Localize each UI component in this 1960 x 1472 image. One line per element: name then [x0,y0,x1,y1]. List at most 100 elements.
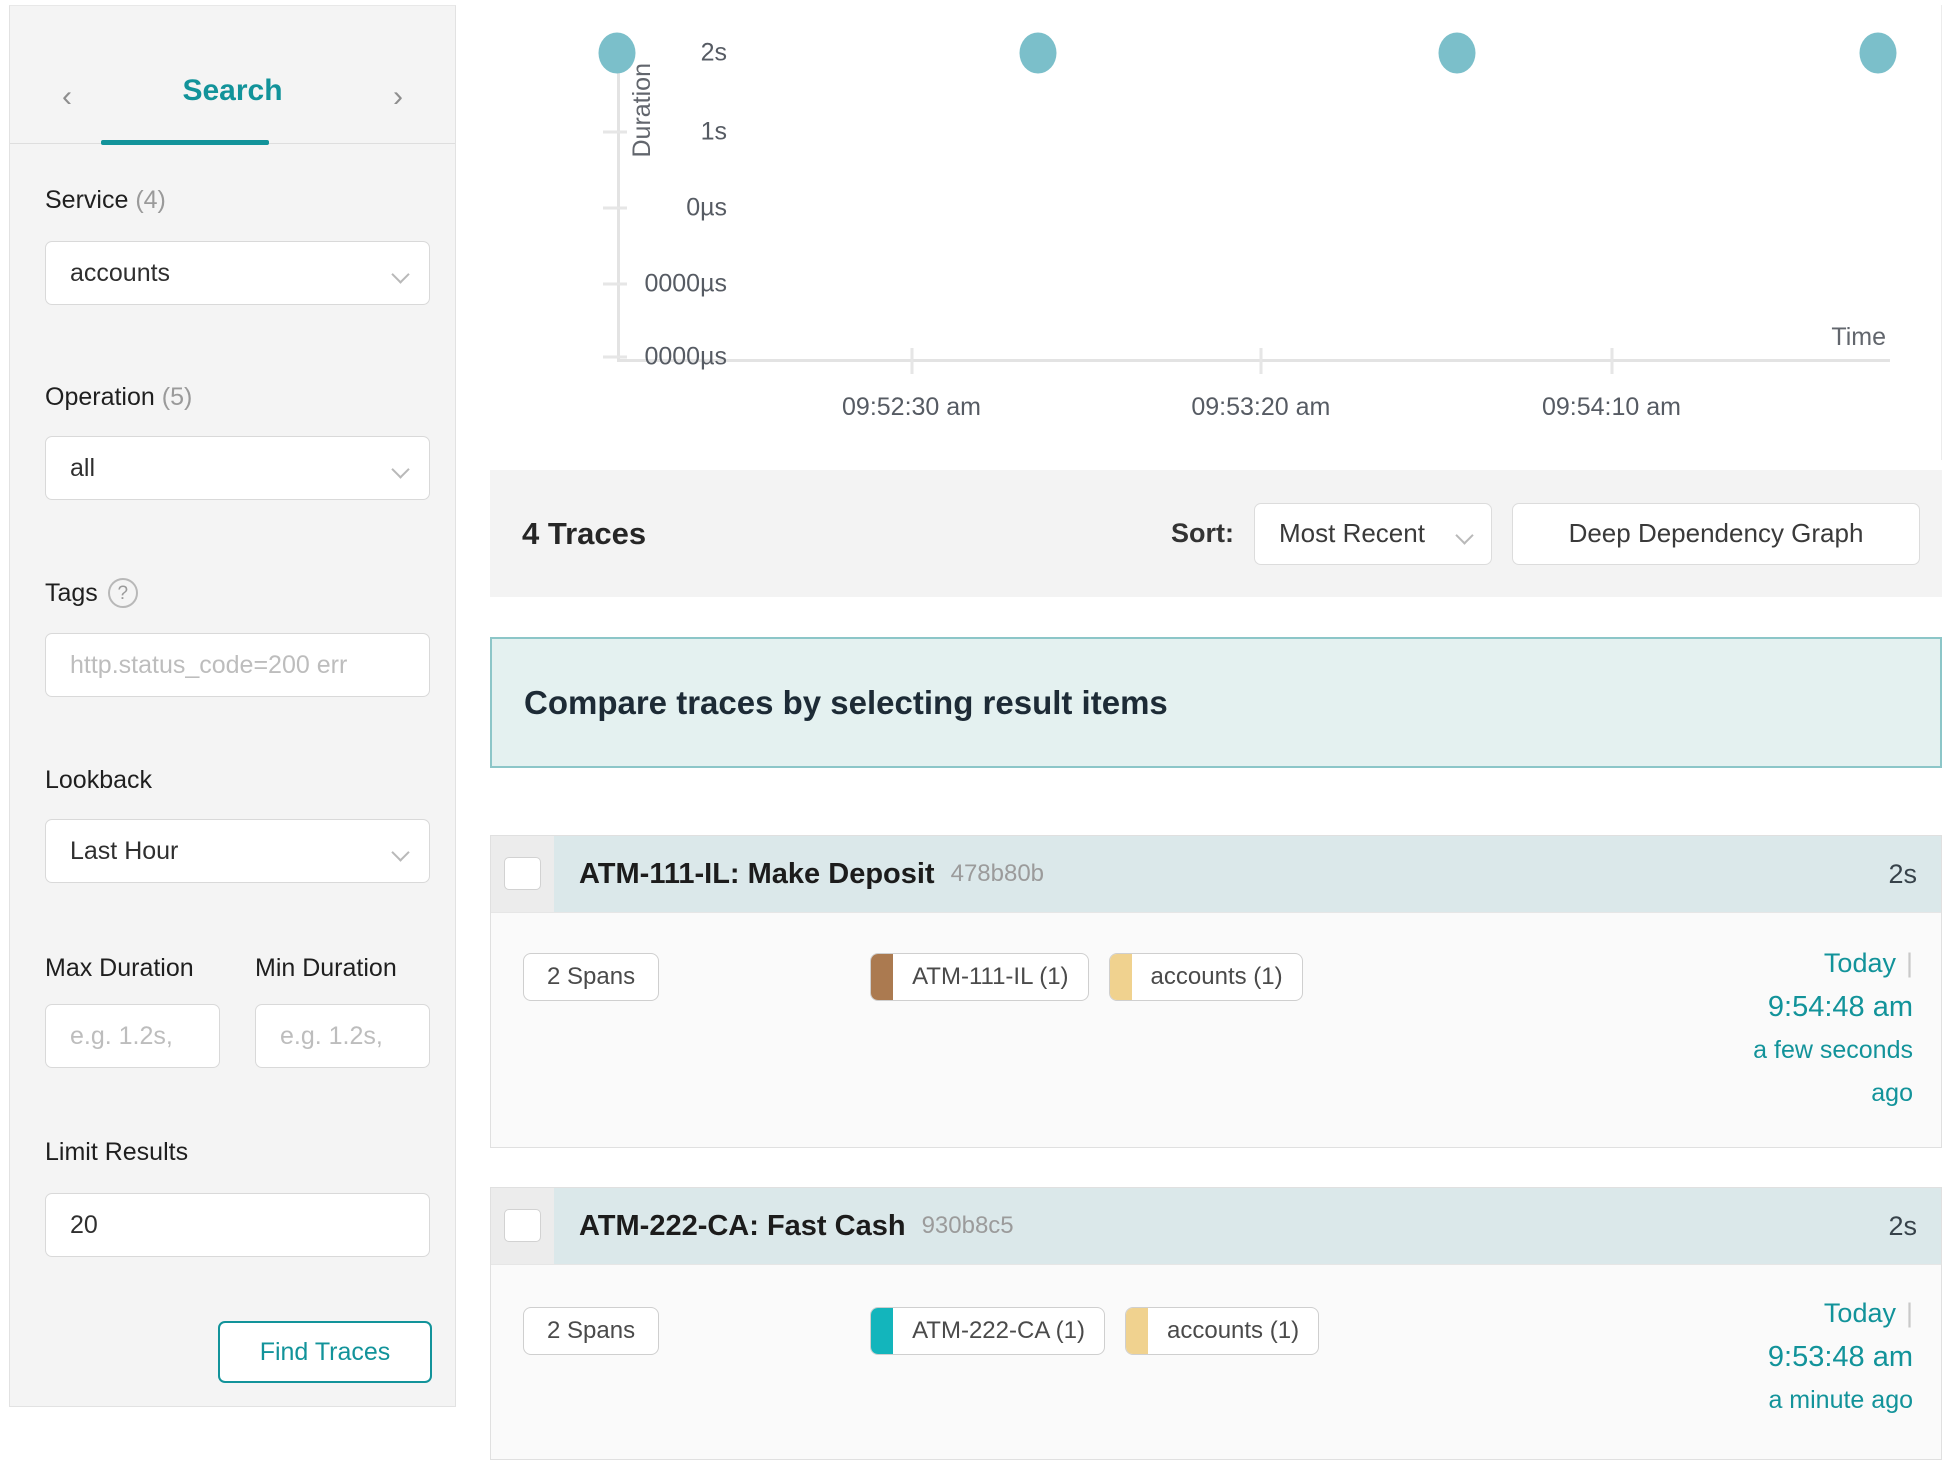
service-tag: ATM-111-IL (1) [870,953,1089,1001]
sort-select[interactable]: Most Recent [1254,502,1492,565]
y-axis-tick [603,282,627,286]
trace-header-main[interactable]: ATM-222-CA: Fast Cash 930b8c5 2s [554,1188,1941,1264]
max-duration-label: Max Duration [45,954,194,982]
x-axis-tick [1610,348,1613,374]
chevron-left-icon[interactable]: ‹ [62,80,72,113]
tags-placeholder: http.status_code=200 err [70,650,348,679]
find-traces-button[interactable]: Find Traces [218,1321,432,1383]
scatter-plot-area: 2s 1s 0µs 0000µs 0000µs 09:52:30 am 09:53:20 a… [598,32,1897,421]
date-time-separator: | [1905,948,1913,978]
trace-duration: 2s [1888,858,1917,889]
service-label: Service (4) [45,186,166,214]
y-axis-tick [603,206,627,210]
trace-scatter-dot[interactable] [598,32,636,74]
lookback-select-value: Last Hour [70,836,179,865]
limit-results-input[interactable]: 20 [45,1193,430,1257]
question-mark-icon[interactable]: ? [107,578,138,608]
min-duration-label: Min Duration [255,954,397,982]
service-tag: ATM-222-CA (1) [870,1307,1105,1355]
trace-relative-time: a minute ago [1768,1386,1913,1414]
trace-body: 2 Spans ATM-222-CA (1) accounts (1) Toda… [491,1264,1941,1460]
y-axis-line [617,35,620,360]
span-count-badge: 2 Spans [523,953,660,1001]
trace-body: 2 Spans ATM-111-IL (1) accounts (1) Toda… [491,912,1941,1148]
tags-label: Tags? [45,578,138,608]
y-axis-tick-label: 2s [700,38,727,67]
search-sidebar: ‹ Search › Service (4) accounts Operatio… [9,5,456,1407]
compare-banner: Compare traces by selecting result items [490,637,1942,768]
service-color-swatch [1109,954,1132,1000]
service-tag: accounts (1) [1125,1307,1320,1355]
trace-result-item[interactable]: ATM-222-CA: Fast Cash 930b8c5 2s 2 Spans… [490,1187,1942,1460]
trace-time: 9:54:48 am [1767,991,1913,1023]
deep-dependency-graph-button[interactable]: Deep Dependency Graph [1512,502,1920,565]
results-bar: 4 Traces Sort: Most Recent Deep Dependen… [490,470,1942,597]
trace-count: 4 Traces [522,515,647,551]
trace-relative-time: a few seconds ago [1753,1036,1913,1107]
x-axis-tick-label: 09:52:30 am [842,393,982,421]
date-time-separator: | [1905,1298,1913,1328]
chevron-down-icon [391,460,410,479]
y-axis-tick-label: 1s [700,117,727,146]
service-color-swatch [871,1308,894,1354]
y-axis-tick-label: 0000µs [644,269,727,298]
service-select-value: accounts [70,258,171,287]
tab-search[interactable]: Search [182,74,283,107]
x-axis-title: Time [1831,323,1886,351]
active-tab-underline [101,140,269,145]
trace-title: ATM-222-CA: Fast Cash [579,1209,906,1242]
service-tag: accounts (1) [1108,953,1303,1001]
trace-id: 930b8c5 [921,1212,1014,1239]
y-axis-title: Duration [628,63,656,158]
x-axis-tick [910,348,914,374]
trace-duration: 2s [1888,1210,1917,1241]
trace-scatter-dot[interactable] [1019,32,1057,74]
y-axis-tick [603,130,627,134]
max-duration-input[interactable]: e.g. 1.2s, [45,1004,220,1068]
checkbox-column [491,836,554,912]
sidebar-tab-header: ‹ Search › [10,6,455,145]
trace-timestamp: Today | 9:54:48 am a few seconds ago [1718,941,1913,1115]
sort-label: Sort: [1171,518,1234,548]
trace-header[interactable]: ATM-111-IL: Make Deposit 478b80b 2s [491,836,1941,912]
trace-timestamp: Today | 9:53:48 am a minute ago [1718,1291,1913,1422]
trace-id: 478b80b [950,860,1045,887]
x-axis-tick-label: 09:53:20 am [1191,393,1331,421]
sort-select-value: Most Recent [1279,518,1425,548]
trace-title: ATM-111-IL: Make Deposit [579,857,935,890]
trace-scatter-dot[interactable] [1438,32,1476,74]
y-axis-tick-label: 0000µs [644,342,727,371]
operation-label: Operation (5) [45,383,193,411]
main-content: 2s 1s 0µs 0000µs 0000µs 09:52:30 am 09:53:20 a… [490,0,1942,1472]
chevron-down-icon [1455,525,1474,545]
limit-results-label: Limit Results [45,1138,189,1166]
lookback-select[interactable]: Last Hour [45,819,430,883]
trace-scatter-dot[interactable] [1859,32,1897,74]
x-axis-line [617,359,1890,362]
trace-header-main[interactable]: ATM-111-IL: Make Deposit 478b80b 2s [554,836,1941,912]
trace-select-checkbox[interactable] [504,857,541,890]
trace-select-checkbox[interactable] [504,1209,541,1242]
chevron-right-icon[interactable]: › [393,80,403,113]
checkbox-column [491,1188,554,1264]
x-axis-tick [1259,348,1263,374]
trace-time: 9:53:48 am [1767,1341,1913,1373]
service-color-swatch [871,954,894,1000]
operation-select[interactable]: all [45,436,430,500]
lookback-label: Lookback [45,766,153,794]
x-axis-tick-label: 09:54:10 am [1542,393,1681,421]
trace-result-item[interactable]: ATM-111-IL: Make Deposit 478b80b 2s 2 Sp… [490,835,1942,1148]
min-duration-input[interactable]: e.g. 1.2s, [255,1004,430,1068]
duration-scatter-chart: 2s 1s 0µs 0000µs 0000µs 09:52:30 am 09:53:20 a… [490,5,1942,460]
span-count-badge: 2 Spans [523,1307,660,1355]
operation-select-value: all [70,453,96,482]
trace-header[interactable]: ATM-222-CA: Fast Cash 930b8c5 2s [491,1188,1941,1264]
compare-banner-text: Compare traces by selecting result items [524,683,1168,721]
y-axis-tick-label: 0µs [686,193,727,222]
chevron-down-icon [391,843,410,862]
y-axis-tick [603,355,627,359]
tags-input[interactable]: http.status_code=200 err [45,633,430,697]
chevron-down-icon [391,265,410,284]
service-select[interactable]: accounts [45,241,430,305]
service-color-swatch [1126,1308,1148,1354]
